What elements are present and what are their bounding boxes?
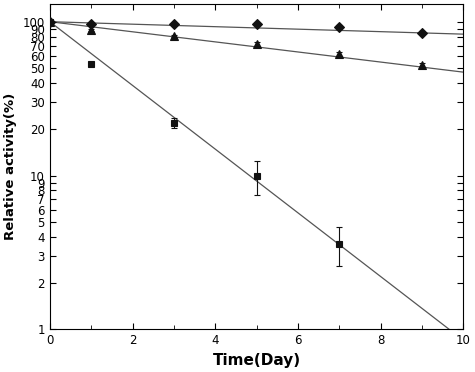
- X-axis label: Time(Day): Time(Day): [212, 353, 301, 368]
- Y-axis label: Relative activity(%): Relative activity(%): [4, 93, 17, 240]
